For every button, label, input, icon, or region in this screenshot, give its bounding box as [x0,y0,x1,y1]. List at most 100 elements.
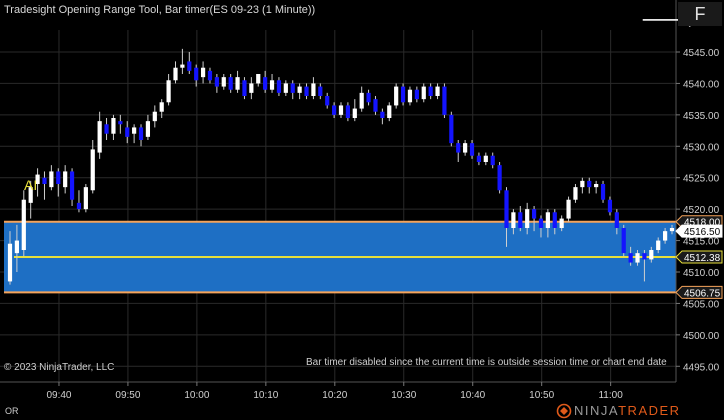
candle-body [407,89,413,103]
candle-body [97,121,102,153]
candle-body [76,202,82,210]
candle-body [414,89,419,100]
y-tick-label: 4505.00 [683,299,720,310]
candle [145,114,151,140]
candle [366,89,371,106]
candle-body [263,77,268,90]
y-tick-label: 4520.00 [683,205,720,216]
candle [325,92,330,109]
candle [235,70,240,93]
candle [180,48,185,74]
candle-body [318,86,323,96]
candle-body [338,105,344,115]
candle-body [63,171,68,188]
candle-body [635,253,640,263]
x-tick-label: 10:30 [391,390,416,401]
candle-body [511,212,516,228]
candle-body [104,124,109,134]
candle [614,209,619,235]
y-tick-label: 4535.00 [683,111,720,122]
y-tick-label: 4495.00 [683,362,720,373]
y-tick-label: 4515.00 [683,237,720,248]
candle [594,180,599,194]
candle [21,190,26,257]
candle-body [580,180,585,188]
candle-body [559,218,564,228]
x-tick-label: 09:50 [115,390,140,401]
candle [400,83,406,106]
price-tag-mid: 4512.38 [675,250,723,264]
candle [573,184,578,203]
candle [194,64,199,87]
candle-body [490,155,495,166]
x-tick-label: 10:40 [460,390,485,401]
candle [345,102,350,122]
candle [187,52,192,74]
candle-body [359,92,364,109]
candle-body [207,70,213,81]
candle [173,61,178,84]
candle-body [442,86,447,115]
candle [318,83,323,100]
candle-body [221,77,226,87]
chart-title: Tradesight Opening Range Tool, Bar timer… [4,4,316,16]
candle [456,140,461,162]
price-tag-range-low: 4506.75 [675,285,723,299]
candle-body [90,149,95,191]
candle [525,202,530,235]
candle-body [435,86,440,96]
price-tag-box [675,224,723,238]
candle-body [366,92,371,103]
candle [669,224,675,235]
candle-body [600,184,606,200]
candle-body [628,253,633,263]
candle-body [14,240,19,254]
x-tick-label: 10:20 [322,390,347,401]
y-tick-label: 4540.00 [683,79,720,90]
candle-body [504,190,509,228]
candle [380,108,385,125]
candle [311,77,316,100]
price-tag-label: 4506.75 [684,288,721,299]
candle-body [525,209,530,228]
candle-body [7,243,13,282]
candle [304,83,309,100]
candle [35,168,40,197]
price-tag-label: 4512.38 [684,253,721,264]
candle [276,77,282,96]
candle-body [573,187,578,200]
candle [214,74,219,93]
price-tag-last: 4516.50 [675,224,723,238]
candle [538,215,544,238]
y-tick-label: 4500.00 [683,331,720,342]
candle [90,140,95,194]
candle-body [497,165,502,191]
candle-body [428,86,433,96]
candle-body [387,105,392,118]
candle [290,80,295,100]
candle-body [531,209,537,219]
candle [97,111,102,159]
candle [332,102,337,118]
candle [359,86,364,112]
candle [373,96,378,115]
arrow-right-icon[interactable]: 🡒 [640,8,699,32]
candle-body [125,127,130,137]
panel-tab[interactable]: F [678,2,722,26]
candle [504,187,509,247]
candle-body [463,143,468,153]
candle-body [345,105,350,118]
x-tick-label: 10:50 [529,390,554,401]
candle-body [290,83,295,93]
candle-body [332,105,337,115]
candle [152,105,157,128]
candle [242,77,247,100]
candle [42,171,47,200]
candle-body [400,86,406,103]
candle-body [21,199,26,250]
candle [656,237,661,254]
candle [200,61,206,84]
candle [628,246,633,266]
brand-prefix: NINJA [574,403,619,418]
